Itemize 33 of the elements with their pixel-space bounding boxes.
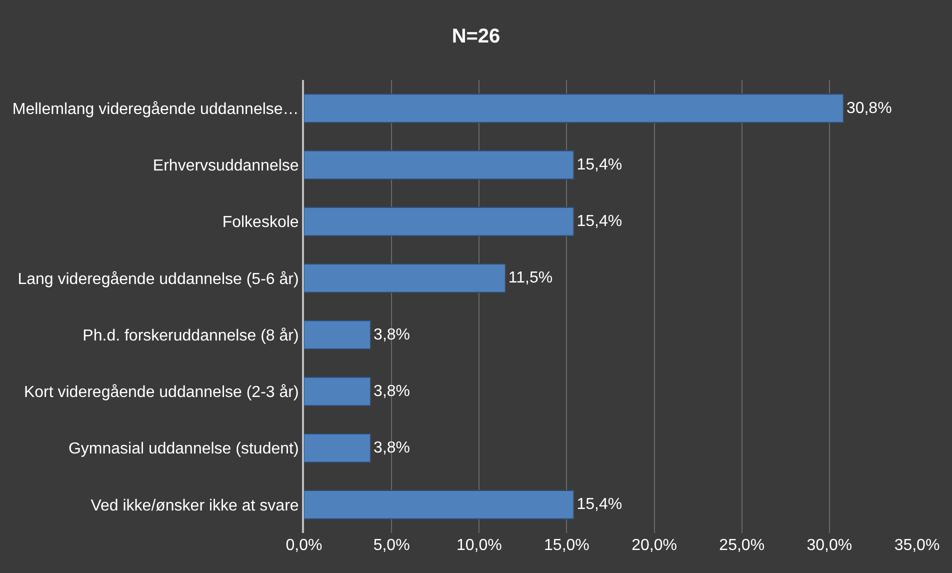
bar <box>304 490 574 520</box>
y-tick-label: Kort videregående uddannelse (2-3 år) <box>24 384 299 402</box>
data-label: 30,8% <box>846 100 892 117</box>
x-tick-label: 30,0% <box>806 537 852 554</box>
bar <box>304 433 372 463</box>
x-tick-label: 10,0% <box>456 537 502 554</box>
x-tick-label: 35,0% <box>894 537 940 554</box>
y-tick-label: Erhvervsuddannelse <box>152 158 299 175</box>
x-tick-label: 20,0% <box>632 537 677 554</box>
x-tick-label: 25,0% <box>719 537 765 554</box>
y-tick-label: Ved ikke/ønsker ikke at svare <box>90 497 299 514</box>
y-tick-label: Ph.d. forskeruddannelse (8 år) <box>82 327 299 344</box>
data-label: 15,4% <box>576 496 622 514</box>
data-label: 3,8% <box>374 326 410 344</box>
bar <box>304 376 372 406</box>
x-tick-label: 15,0% <box>544 537 590 554</box>
y-tick-label: Mellemlang videregående uddannelse… <box>12 100 299 118</box>
bar <box>304 206 574 236</box>
data-label: 11,5% <box>508 270 553 287</box>
bar <box>304 94 844 123</box>
data-label: 15,4% <box>576 213 622 230</box>
data-label: 3,8% <box>374 382 410 400</box>
y-tick-label: Folkeskole <box>222 214 299 232</box>
data-label: 15,4% <box>576 156 622 174</box>
data-label: 3,8% <box>374 440 410 457</box>
y-tick-label: Gymnasial uddannelse (student) <box>68 440 299 458</box>
bar <box>304 264 506 293</box>
bar <box>304 150 574 180</box>
x-tick-label: 5,0% <box>373 537 410 554</box>
chart-title: N=26 <box>452 26 500 48</box>
x-tick-label: 0,0% <box>286 537 322 554</box>
y-tick-label: Lang videregående uddannelse (5-6 år) <box>18 270 299 288</box>
bar <box>304 320 372 350</box>
